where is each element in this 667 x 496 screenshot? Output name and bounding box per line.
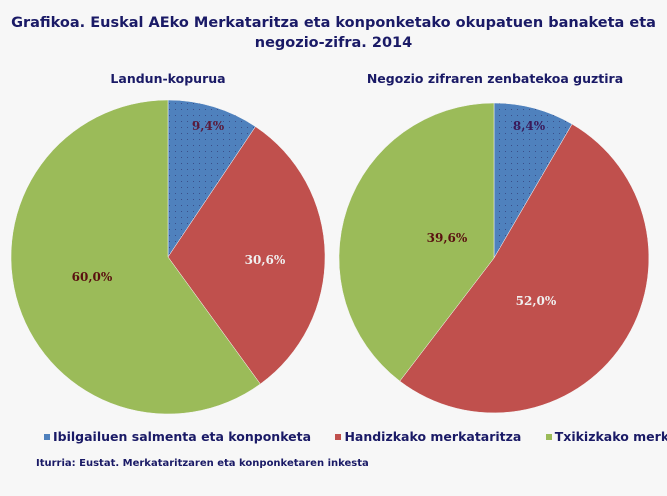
left-label-txikizkako: 60,0% (72, 270, 113, 284)
chart-title-line2: negozio-zifra. 2014 (254, 35, 413, 51)
legend: Ibilgailuen salmenta eta konponketa Hand… (44, 429, 667, 444)
left-slice-txikizkako[interactable] (10, 99, 261, 415)
legend-label: Handizkako merkataritza (344, 429, 522, 444)
legend-swatch-green-icon (545, 433, 552, 440)
left-label-handizkako: 30,6% (245, 253, 286, 267)
right-label-ibilgailuen: 8,4% (513, 119, 546, 133)
left-pie-title: Landun-kopurua (110, 71, 226, 86)
right-label-handizkako: 52,0% (516, 294, 557, 308)
legend-item-ibilgailuen[interactable]: Ibilgailuen salmenta eta konponketa (44, 429, 311, 444)
left-slice-ibilgailuen[interactable] (167, 99, 256, 258)
right-pie-title: Negozio zifraren zenbatekoa guztira (366, 71, 624, 86)
legend-item-txikizkako[interactable]: Txikizkako merkataritza (545, 429, 667, 444)
source-note: Iturria: Eustat. Merkataritzaren eta kon… (36, 458, 369, 469)
right-slice-txikizkako[interactable] (338, 102, 495, 382)
left-slice-handizkako[interactable] (167, 126, 326, 385)
legend-item-handizkako[interactable]: Handizkako merkataritza (335, 429, 521, 444)
right-label-txikizkako: 39,6% (427, 231, 468, 245)
legend-label: Ibilgailuen salmenta eta konponketa (53, 429, 312, 444)
right-pie: 8,4% 52,0% 39,6% (338, 102, 650, 414)
legend-label: Txikizkako merkataritza (554, 429, 667, 444)
left-pie: 9,4% 30,6% 60,0% (10, 99, 326, 415)
chart-title: Grafikoa. Euskal AEko Merkataritza eta k… (0, 13, 667, 53)
left-label-ibilgailuen: 9,4% (192, 119, 225, 133)
right-slice-handizkako[interactable] (399, 123, 650, 414)
legend-swatch-red-icon (335, 433, 342, 440)
chart-title-line1: Grafikoa. Euskal AEko Merkataritza eta k… (11, 15, 656, 31)
legend-swatch-blue-icon (44, 433, 50, 440)
